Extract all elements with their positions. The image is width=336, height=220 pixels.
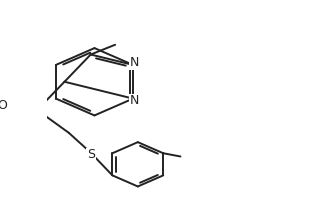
Text: S: S [87, 148, 95, 161]
Text: N: N [130, 56, 139, 69]
Text: N: N [130, 94, 139, 107]
Text: O: O [0, 99, 7, 112]
